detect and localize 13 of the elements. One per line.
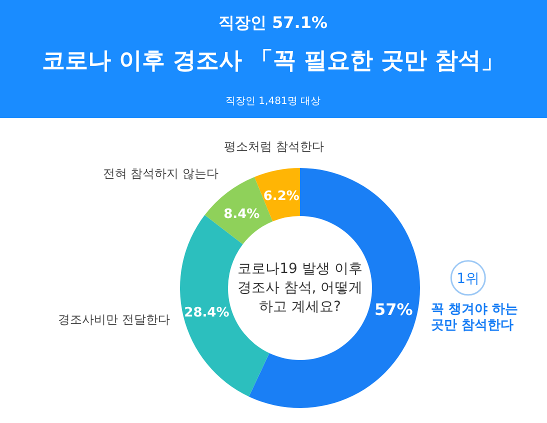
- slice-label: 평소처럼 참석한다: [224, 140, 324, 154]
- chart-title: 코로나 이후 경조사 「꼭 필요한 곳만 참석」: [42, 48, 504, 74]
- data-label: 57%: [374, 300, 413, 319]
- chart-subtitle: 직장인 57.1%: [218, 13, 328, 32]
- slice-label: 전혀 참석하지 않는다: [102, 166, 219, 181]
- text: 직장인 1,481명 대상: [226, 96, 320, 107]
- text: 1위: [456, 270, 480, 287]
- slice-label: 꼭 챙겨야 하는 곳만 참석한다: [430, 302, 518, 334]
- slice-label: 경조사비만 전달한다: [58, 312, 170, 327]
- text: 코로나19 발생 이후 경조사 참석, 어떻게 하고 계세요?: [237, 261, 363, 315]
- data-label: 28.4%: [184, 306, 230, 321]
- data-label: 8.4%: [224, 206, 260, 222]
- data-label: 6.2%: [263, 188, 300, 204]
